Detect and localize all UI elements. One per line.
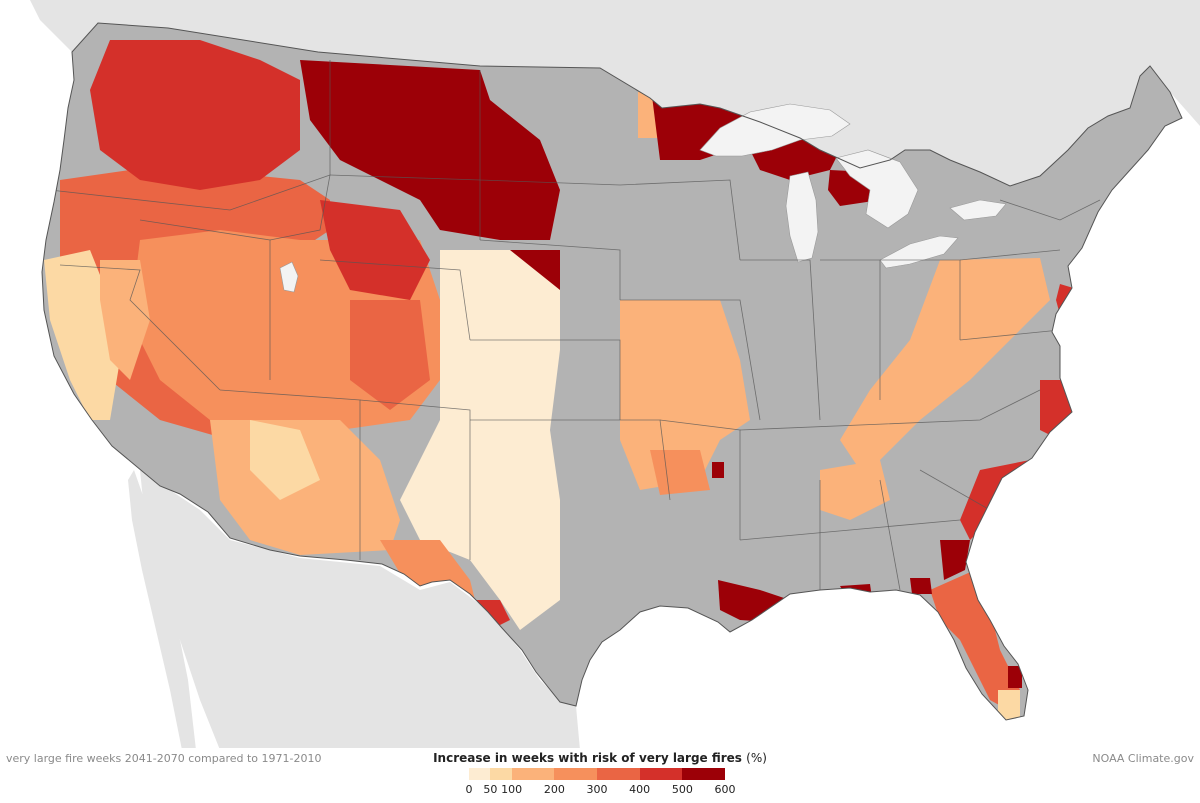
legend-bin-300-400: [597, 768, 640, 780]
great-salt-lake: [279, 261, 299, 293]
risk-region: [400, 250, 560, 630]
legend-tick: 0: [465, 783, 473, 796]
state-border: [739, 519, 961, 541]
risk-region: [820, 460, 890, 520]
risk-region: [300, 60, 560, 240]
us-outline: [41, 22, 1183, 721]
legend-tick-labels: 0 50 100 200 300 400 500 600: [465, 783, 736, 797]
state-border: [919, 469, 991, 511]
state-border: [319, 259, 471, 341]
risk-region: [350, 300, 430, 410]
risk-cell: [712, 462, 724, 478]
state-border: [49, 174, 331, 211]
baja-peninsula: [128, 470, 196, 750]
legend-unit: (%): [746, 751, 767, 765]
risk-region: [90, 40, 300, 190]
state-border: [269, 60, 331, 241]
state-border: [740, 259, 821, 421]
legend-tick: 500: [671, 783, 693, 796]
risk-region: [930, 570, 1020, 710]
risk-region: [940, 540, 970, 580]
us-fire-risk-map: [0, 0, 1200, 750]
risk-region: [620, 300, 750, 490]
risk-increase-cells: [44, 40, 1080, 720]
map-caption: very large fire weeks 2041-2070 compared…: [6, 752, 322, 765]
lake-michigan: [785, 171, 819, 263]
legend-tick: 300: [586, 783, 608, 796]
risk-region: [840, 258, 1050, 470]
legend-tick: 200: [543, 783, 565, 796]
risk-cell: [998, 690, 1020, 720]
risk-region: [910, 578, 932, 594]
legend-title: Increase in weeks with risk of very larg…: [425, 751, 775, 765]
figure-footer: very large fire weeks 2041-2070 compared…: [0, 748, 1200, 803]
legend-tick: 100: [501, 783, 523, 796]
legend-tick: 50: [483, 783, 498, 796]
legend-bin-200-300: [554, 768, 597, 780]
risk-region: [650, 450, 710, 495]
legend-bin-500-600: [682, 768, 726, 780]
state-border: [479, 70, 621, 186]
canada-land: [0, 0, 1200, 186]
state-border: [59, 264, 221, 391]
state-border: [479, 239, 621, 300]
mexico-land: [140, 470, 580, 750]
legend-bin-0-50: [469, 768, 491, 780]
legend-tick: 600: [714, 783, 736, 796]
legend-bin-50-100: [490, 768, 512, 780]
risk-cell: [1008, 666, 1022, 688]
state-border: [959, 249, 1061, 261]
credit-text: NOAA Climate.gov: [1092, 752, 1194, 765]
legend-bin-400-500: [639, 768, 683, 780]
lake-superior: [699, 103, 851, 157]
state-border: [999, 199, 1101, 221]
state-border: [619, 179, 741, 261]
lake-huron: [835, 149, 919, 229]
risk-region: [250, 420, 320, 500]
lake-ontario: [949, 199, 1007, 221]
state-border: [739, 389, 1041, 431]
state-border: [620, 299, 761, 421]
risk-region: [100, 260, 150, 380]
legend-color-bar: [469, 768, 726, 780]
risk-region: [320, 200, 430, 300]
state-border: [470, 339, 621, 420]
state-border: [959, 329, 1061, 341]
state-border: [359, 399, 471, 560]
legend-tick: 400: [629, 783, 651, 796]
state-border: [879, 479, 901, 591]
legend-bin-100-200: [511, 768, 555, 780]
legend-title-text: Increase in weeks with risk of very larg…: [433, 751, 742, 765]
state-borders: [49, 60, 1101, 591]
great-lakes: [279, 103, 1007, 293]
